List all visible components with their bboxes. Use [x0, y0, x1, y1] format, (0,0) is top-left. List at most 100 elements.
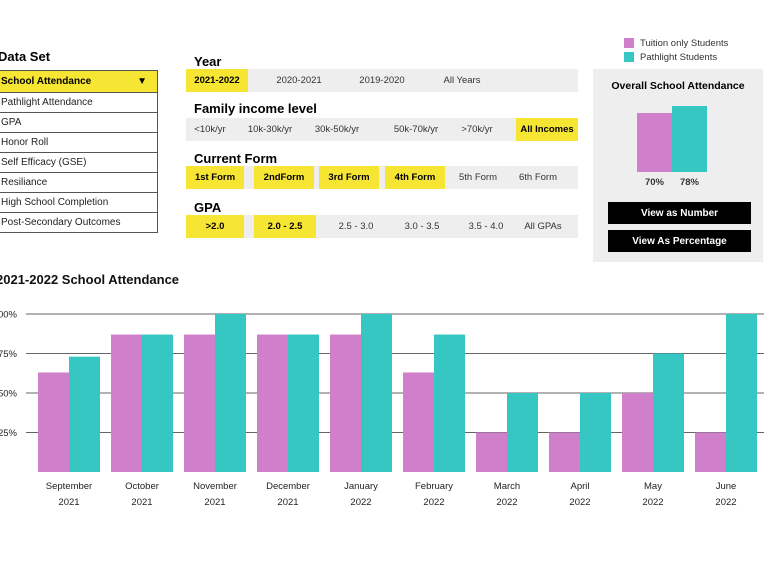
- income-filter: <10k/yr 10k-30k/yr 30k-50k/yr 50k-70k/yr…: [186, 118, 578, 141]
- bar-tuition: [111, 334, 142, 472]
- overall-pathlight-bar: [672, 106, 707, 172]
- gpa-filter-label: GPA: [194, 200, 222, 215]
- view-as-number-button[interactable]: View as Number: [608, 202, 751, 224]
- legend-pathlight: Pathlight Students: [640, 51, 718, 63]
- y-tick-label: 75%: [0, 349, 18, 360]
- income-option-all[interactable]: All Incomes: [516, 118, 578, 141]
- bar-pathlight: [507, 393, 538, 472]
- data-set-item-post-secondary[interactable]: Post-Secondary Outcomes: [0, 212, 157, 232]
- x-tick-label: October: [125, 481, 159, 492]
- data-set-item-pathlight-attendance[interactable]: Pathlight Attendance: [0, 92, 157, 112]
- x-tick-label: September: [46, 481, 92, 492]
- legend-tuition: Tuition only Students: [640, 37, 729, 49]
- gpa-option-gt2[interactable]: >2.0: [186, 215, 244, 238]
- x-tick-year: 2021: [277, 497, 298, 508]
- bar-tuition: [549, 432, 580, 472]
- tuition-swatch: [624, 38, 634, 48]
- data-set-item-gpa[interactable]: GPA: [0, 112, 157, 132]
- year-option-2021-2022[interactable]: 2021-2022: [186, 69, 248, 92]
- x-tick-year: 2022: [715, 497, 736, 508]
- bar-tuition: [38, 372, 69, 472]
- year-filter-label: Year: [194, 54, 222, 69]
- data-set-item-resiliance[interactable]: Resiliance: [0, 172, 157, 192]
- pathlight-swatch: [624, 52, 634, 62]
- data-set-item-high-school-completion[interactable]: High School Completion: [0, 192, 157, 212]
- form-option-3rd[interactable]: 3rd Form: [319, 166, 379, 189]
- year-option-all[interactable]: All Years: [443, 75, 481, 86]
- chart-title: 2021-2022 School Attendance: [0, 272, 180, 287]
- x-tick-label: May: [644, 481, 662, 492]
- data-set-item-self-efficacy[interactable]: Self Efficacy (GSE): [0, 152, 157, 172]
- bar-pathlight: [288, 334, 319, 472]
- triangle-down-icon: ▼: [137, 76, 147, 87]
- bar-tuition: [184, 334, 215, 472]
- form-option-1st[interactable]: 1st Form: [186, 166, 244, 189]
- x-tick-label: November: [193, 481, 237, 492]
- x-tick-label: June: [716, 481, 737, 492]
- income-option-gt70k[interactable]: >70k/yr: [461, 124, 493, 135]
- bar-pathlight: [142, 334, 173, 472]
- data-set-item-honor-roll[interactable]: Honor Roll: [0, 132, 157, 152]
- income-option-10-30k[interactable]: 10k-30k/yr: [247, 124, 293, 135]
- year-option-2020-2021[interactable]: 2020-2021: [276, 75, 322, 86]
- gpa-option-2-2.5[interactable]: 2.0 - 2.5: [254, 215, 316, 238]
- overall-tuition-value: 70%: [644, 177, 664, 188]
- bar-tuition: [695, 432, 726, 472]
- gpa-option-all[interactable]: All GPAs: [524, 221, 562, 232]
- x-tick-label: February: [415, 481, 453, 492]
- gpa-option-2.5-3[interactable]: 2.5 - 3.0: [338, 221, 374, 232]
- bar-tuition: [622, 393, 653, 472]
- data-set-list: School Attendance ▼ Pathlight Attendance…: [0, 70, 158, 233]
- form-filter-label: Current Form: [194, 151, 278, 166]
- income-option-lt10k[interactable]: <10k/yr: [194, 124, 226, 135]
- bar-pathlight: [726, 314, 757, 472]
- bar-tuition: [403, 372, 434, 472]
- data-set-dropdown[interactable]: School Attendance ▼: [0, 71, 157, 92]
- bar-tuition: [330, 334, 361, 472]
- bar-pathlight: [69, 356, 100, 472]
- attendance-bar-chart: 100% 75% 50% 25% September 2021 October 2021 Nov…: [0, 310, 764, 508]
- x-tick-year: 2022: [569, 497, 590, 508]
- gpa-option-3.5-4[interactable]: 3.5 - 4.0: [468, 221, 504, 232]
- gpa-filter: >2.0 2.0 - 2.5 2.5 - 3.0 3.0 - 3.5 3.5 -…: [186, 215, 578, 238]
- x-tick-year: 2022: [642, 497, 663, 508]
- bar-pathlight: [361, 314, 392, 472]
- data-set-title: Data Set: [0, 49, 51, 64]
- x-tick-year: 2021: [204, 497, 225, 508]
- overall-tuition-bar: [637, 113, 672, 172]
- y-tick-label: 25%: [0, 428, 18, 439]
- gpa-option-3-3.5[interactable]: 3.0 - 3.5: [404, 221, 440, 232]
- bar-pathlight: [653, 353, 684, 472]
- form-option-5th[interactable]: 5th Form: [458, 172, 497, 183]
- income-option-30-50k[interactable]: 30k-50k/yr: [314, 124, 360, 135]
- view-as-percentage-button[interactable]: View As Percentage: [608, 230, 751, 252]
- y-tick-label: 50%: [0, 389, 18, 400]
- y-tick-label: 100%: [0, 310, 18, 321]
- form-option-2nd[interactable]: 2ndForm: [254, 166, 314, 189]
- x-tick-label: March: [494, 481, 520, 492]
- year-filter: 2021-2022 2020-2021 2019-2020 All Years: [186, 69, 578, 92]
- bar-pathlight: [434, 334, 465, 472]
- data-set-item-label: School Attendance: [1, 76, 92, 87]
- overall-attendance-panel: Overall School Attendance 70% 78% View a…: [593, 69, 763, 262]
- form-option-4th[interactable]: 4th Form: [385, 166, 445, 189]
- bar-pathlight: [580, 393, 611, 472]
- x-tick-year: 2021: [131, 497, 152, 508]
- income-filter-label: Family income level: [194, 101, 317, 116]
- legend: Tuition only Students Pathlight Students: [624, 36, 728, 64]
- form-filter: 1st Form 2ndForm 3rd Form 4th Form 5th F…: [186, 166, 578, 189]
- overall-pathlight-value: 78%: [679, 177, 699, 188]
- bar-tuition: [476, 432, 507, 472]
- bar-pathlight: [215, 314, 246, 472]
- x-tick-label: December: [266, 481, 310, 492]
- overall-title: Overall School Attendance: [611, 80, 745, 92]
- x-tick-year: 2022: [423, 497, 444, 508]
- x-tick-year: 2021: [58, 497, 79, 508]
- x-tick-label: January: [344, 481, 378, 492]
- year-option-2019-2020[interactable]: 2019-2020: [359, 75, 405, 86]
- x-tick-label: April: [570, 481, 589, 492]
- x-tick-year: 2022: [350, 497, 371, 508]
- form-option-6th[interactable]: 6th Form: [518, 172, 557, 183]
- income-option-50-70k[interactable]: 50k-70k/yr: [393, 124, 439, 135]
- x-tick-year: 2022: [496, 497, 517, 508]
